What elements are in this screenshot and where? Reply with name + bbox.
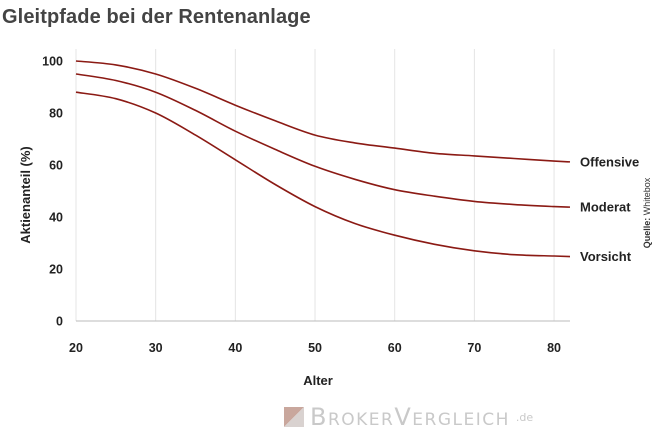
x-axis-title: Alter	[303, 373, 333, 388]
y-tick-label-40: 40	[49, 211, 63, 225]
brand-watermark: BrokerVergleich .de	[284, 403, 533, 431]
x-tick-label-60: 60	[388, 341, 402, 355]
x-tick-label-40: 40	[228, 341, 242, 355]
x-tick-label-80: 80	[547, 341, 561, 355]
x-tick-label-20: 20	[69, 341, 83, 355]
x-tick-label-70: 70	[467, 341, 481, 355]
x-tick-label-50: 50	[308, 341, 322, 355]
series-group	[75, 60, 571, 258]
tick-labels: 20 30 40 50 60 70 80 0 20 40 60 80 100	[42, 55, 561, 356]
y-tick-label-20: 20	[49, 263, 63, 277]
source-value: Whitebox	[642, 177, 652, 215]
series-line-vorsicht	[75, 91, 571, 258]
brand-name: BrokerVergleich	[310, 403, 510, 431]
source-label: Quelle:	[642, 218, 652, 249]
y-tick-label-100: 100	[42, 55, 63, 69]
brand-logo-icon	[284, 407, 304, 427]
series-line-offensive	[75, 60, 571, 163]
series-line-moderat	[75, 73, 571, 208]
y-tick-label-0: 0	[56, 315, 63, 329]
grid-lines	[75, 49, 555, 321]
series-label-vorsicht: Vorsicht	[580, 249, 632, 264]
y-tick-label-80: 80	[49, 107, 63, 121]
series-label-offensive: Offensive	[580, 154, 639, 169]
source-credit: Quelle: Whitebox	[642, 177, 652, 248]
y-tick-label-60: 60	[49, 159, 63, 173]
series-label-moderat: Moderat	[580, 200, 631, 215]
page-title: Gleitpfade bei der Rentenanlage	[2, 6, 311, 28]
brand-tld: .de	[515, 410, 534, 424]
x-tick-label-30: 30	[149, 341, 163, 355]
series-labels: Offensive Moderat Vorsicht	[580, 154, 639, 264]
y-axis-title: Aktienanteil (%)	[18, 146, 33, 244]
